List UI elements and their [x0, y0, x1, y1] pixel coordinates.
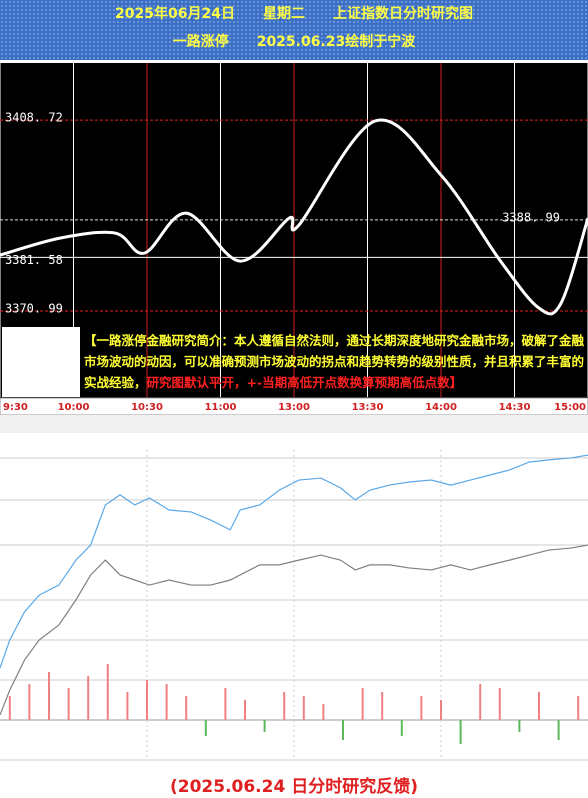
- y-tick-label: 3388. 99: [502, 210, 560, 224]
- volume-bar: [185, 696, 188, 720]
- volume-bar: [440, 700, 442, 720]
- volume-bar: [381, 692, 384, 720]
- volume-bar: [498, 688, 501, 720]
- volume-bar: [126, 692, 129, 720]
- volume-bar: [577, 696, 580, 720]
- note: 【一路涨停金融研究简介：本人遵循自然法则，通过长期深度地研究金融市场，破解了金融…: [84, 330, 584, 393]
- series-line: [0, 454, 588, 669]
- volume-bar: [67, 688, 70, 720]
- series-line: [0, 544, 588, 716]
- volume-bar: [8, 696, 11, 720]
- x-tick-label: 13:30: [352, 402, 384, 413]
- volume-bar: [420, 696, 423, 720]
- x-tick-label: 14:00: [425, 402, 457, 413]
- drawn: 2025.06.23绘制于宁波: [256, 34, 416, 50]
- volume-bar: [87, 676, 90, 720]
- series-line: [0, 118, 588, 316]
- volume-bar: [28, 684, 31, 720]
- volume-bar: [400, 720, 403, 736]
- volume-bar: [244, 700, 246, 720]
- weekday: 星期二: [262, 6, 305, 22]
- y-tick-label: 3381. 58: [5, 253, 63, 267]
- volume-bar: [459, 720, 462, 744]
- x-tick-label: 10:00: [58, 402, 90, 413]
- separator: [0, 415, 588, 433]
- date: 2025年06月24日: [115, 6, 235, 22]
- title: 上证指数日分时研究图: [332, 6, 473, 22]
- volume-bar: [557, 720, 560, 740]
- footer: (2025.06.24 日分时研究反馈): [169, 777, 418, 797]
- volume-bar: [146, 680, 148, 720]
- x-tick-label: 13:00: [278, 402, 310, 413]
- volume-bar: [518, 720, 521, 732]
- volume-bar: [263, 720, 266, 732]
- volume-bar: [106, 664, 109, 720]
- volume-bar: [48, 672, 50, 720]
- x-tick-label: 14:30: [499, 402, 531, 413]
- x-tick-label: 10:30: [131, 402, 163, 413]
- volume-bar: [479, 684, 482, 720]
- header: 2025年06月24日 星期二 上证指数日分时研究图 一路涨停 2025.06.23绘…: [0, 0, 588, 60]
- volume-bar: [322, 704, 325, 720]
- x-tick-label: 15:00: [554, 402, 586, 413]
- volume-bar: [538, 692, 540, 720]
- volume-bar: [342, 720, 344, 740]
- x-tick-label: 11:00: [205, 402, 237, 413]
- rule: 研究图默认平开，+-当期高低开点数换算预期高低点数】: [146, 375, 463, 390]
- y-tick-label: 3370. 99: [5, 302, 63, 316]
- y-tick-label: 3408. 72: [5, 111, 63, 125]
- volume-bar: [283, 692, 286, 720]
- volume-bar: [204, 720, 207, 736]
- author: 一路涨停: [172, 34, 229, 50]
- volume-bar: [165, 684, 168, 720]
- white-box: [2, 327, 80, 397]
- volume-bar: [224, 688, 227, 720]
- bottom-grid: [0, 450, 588, 761]
- volume-bar: [302, 696, 305, 720]
- intro: 【一路涨停金融研究简介：本人遵循自然法则，通过长期深度地研究金融市场，破解了金融…: [84, 333, 585, 390]
- x-tick-label: 9:30: [3, 402, 28, 413]
- volume-bar: [361, 688, 364, 720]
